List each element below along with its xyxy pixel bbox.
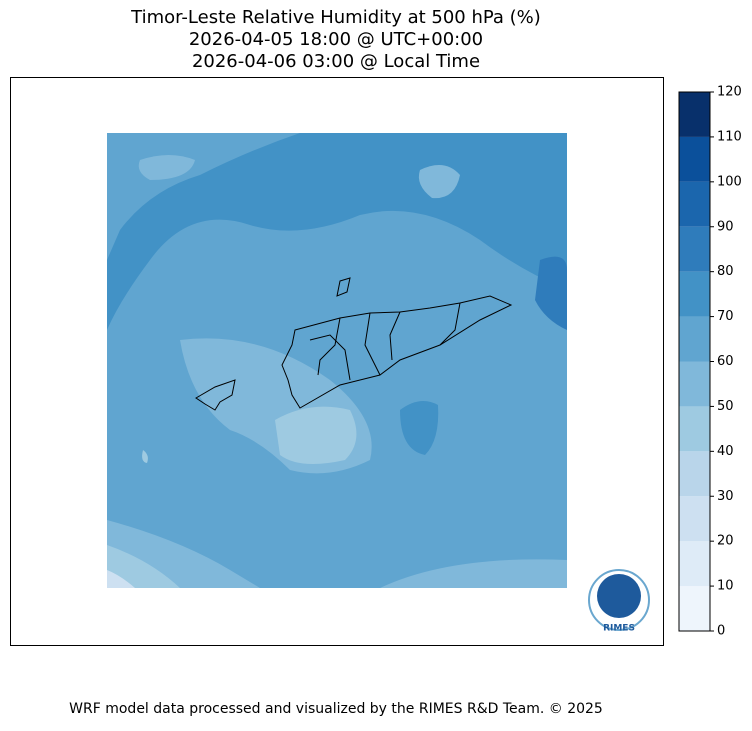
tick-label: 30 [717, 489, 734, 504]
footer: WRF model data processed and visualized … [69, 701, 603, 717]
title-line: 2026-04-06 03:00 @ Local Time [192, 51, 480, 72]
tick-label: 40 [717, 444, 734, 459]
colorbar-bin [679, 316, 710, 362]
logo-text: RIMES [603, 624, 635, 634]
colorbar: 0 10 20 30 40 50 60 70 80 90 100 110 120 [678, 85, 742, 639]
boundaries [195, 277, 513, 411]
colorbar-bin [679, 226, 710, 272]
tick-label: 20 [717, 534, 734, 549]
colorbar-bin [679, 92, 710, 137]
colorbar-bin [679, 271, 710, 317]
colorbar-bin [679, 361, 710, 407]
title-line: Timor-Leste Relative Humidity at 500 hPa… [130, 7, 541, 28]
tick-label: 60 [717, 354, 734, 369]
tick-label: 10 [717, 579, 734, 594]
tick-label: 50 [717, 399, 734, 414]
title-line: 2026-04-05 18:00 @ UTC+00:00 [189, 29, 483, 50]
tick-label: 110 [717, 129, 742, 144]
colorbar-bin [679, 541, 710, 587]
logo: RIMES [588, 569, 650, 634]
colorbar-bin [679, 496, 710, 542]
tick-label: 120 [717, 85, 742, 100]
tick-label: 90 [717, 219, 734, 234]
colorbar-bin [679, 406, 710, 452]
colorbar-bin [679, 586, 710, 631]
tick-label: 80 [717, 264, 734, 279]
humidity-field [107, 133, 567, 588]
colorbar-bin [679, 181, 710, 227]
tick-label: 70 [717, 309, 734, 324]
tick-label: 100 [717, 174, 742, 189]
colorbar-bin [679, 451, 710, 497]
colorbar-bin [679, 136, 710, 182]
tick-label: 0 [717, 624, 725, 639]
